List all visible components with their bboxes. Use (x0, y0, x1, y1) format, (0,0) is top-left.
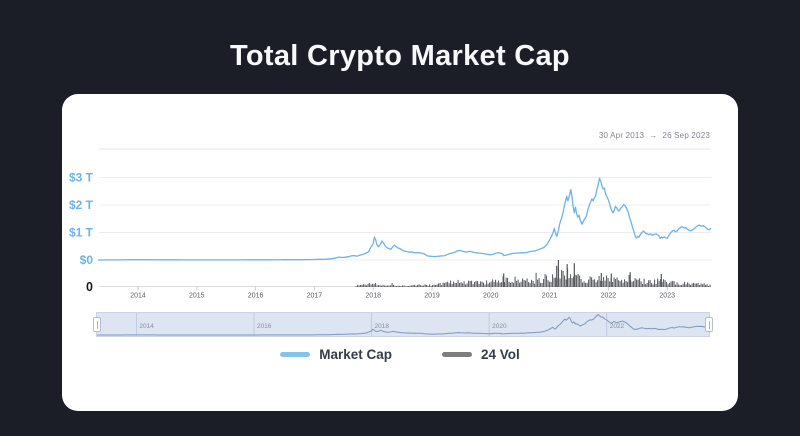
volume-axis-zero-label: 0 (86, 280, 93, 294)
navigator-line-series (97, 314, 709, 336)
navigator-chart: 2014 2016 2018 2020 2022 (97, 313, 709, 336)
volume-bars-series (355, 260, 711, 288)
date-range-from: 30 Apr 2013 (598, 131, 645, 140)
date-range-label: 30 Apr 2013 → 26 Sep 2023 (599, 131, 710, 140)
x-axis-label: 2014 (130, 293, 146, 300)
y-axis-label: $3 T (69, 171, 94, 185)
legend-item-market-cap[interactable]: Market Cap (280, 347, 392, 362)
y-axis-label: $0 (80, 253, 94, 267)
gridlines (99, 177, 711, 261)
navigator-handle-left[interactable] (93, 317, 101, 332)
legend-item-24vol[interactable]: 24 Vol (442, 347, 520, 362)
legend-label: 24 Vol (481, 347, 520, 362)
page-title: Total Crypto Market Cap (230, 40, 570, 72)
volume-swatch-icon (442, 352, 472, 357)
range-navigator[interactable]: 2014 2016 2018 2020 2022 (93, 312, 713, 337)
market-cap-line-series (97, 177, 712, 261)
navigator-year-label: 2022 (610, 323, 625, 330)
navigator-handle-right[interactable] (705, 317, 713, 332)
y-axis-label: $1 T (69, 226, 94, 240)
x-axis: 2014 2015 2016 2017 2018 2019 2020 2021 2022 2023 (99, 286, 711, 300)
arrow-right-icon: → (649, 131, 658, 140)
y-axis-market-cap: $3 T $2 T $1 T $0 (69, 171, 94, 268)
x-axis-label: 2019 (424, 293, 440, 300)
handle-grip-icon (708, 320, 710, 329)
chart-card: 30 Apr 2013 → 26 Sep 2023 $3 T $2 T $1 T $0 0 2… (62, 94, 738, 411)
navigator-year-label: 2016 (257, 323, 272, 330)
navigator-year-label: 2020 (492, 323, 507, 330)
x-axis-label: 2017 (307, 293, 323, 300)
x-axis-label: 2016 (248, 293, 264, 300)
y-axis-label: $2 T (69, 198, 94, 212)
chart-legend: Market Cap 24 Vol (62, 347, 738, 362)
x-axis-label: 2018 (365, 293, 381, 300)
x-axis-label: 2022 (601, 293, 617, 300)
x-axis-label: 2020 (483, 293, 499, 300)
market-cap-swatch-icon (280, 352, 311, 357)
date-range-to: 26 Sep 2023 (662, 131, 710, 140)
x-axis-label: 2015 (189, 293, 205, 300)
legend-label: Market Cap (319, 347, 392, 362)
handle-grip-icon (96, 320, 98, 329)
x-axis-label: 2021 (542, 293, 558, 300)
navigator-year-label: 2014 (139, 323, 154, 330)
navigator-year-label: 2018 (375, 323, 390, 330)
x-axis-label: 2023 (659, 293, 675, 300)
